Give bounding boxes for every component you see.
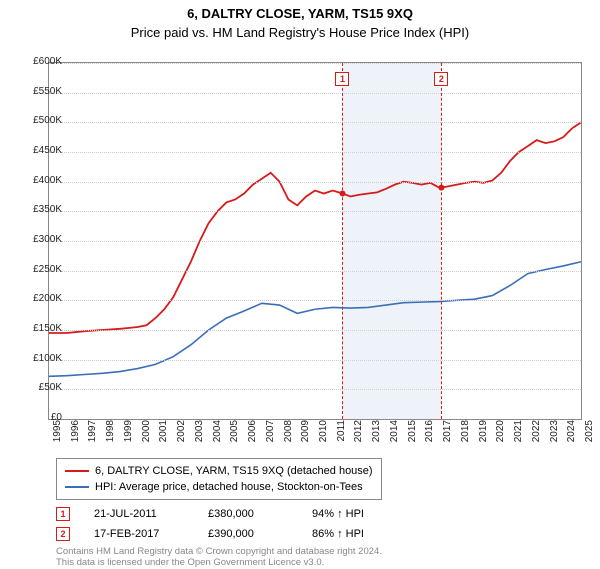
x-axis-label: 2017 xyxy=(442,420,453,450)
x-axis-label: 2004 xyxy=(212,420,223,450)
x-axis-label: 2025 xyxy=(584,420,595,450)
x-axis-label: 2007 xyxy=(265,420,276,450)
y-axis-label: £350K xyxy=(22,204,62,215)
sale-hpi-pct: 94% ↑ HPI xyxy=(312,504,364,524)
x-axis-label: 1997 xyxy=(87,420,98,450)
plot-area: 12 xyxy=(48,62,582,420)
chart-container: 6, DALTRY CLOSE, YARM, TS15 9XQ Price pa… xyxy=(0,6,600,566)
y-axis-label: £300K xyxy=(22,234,62,245)
x-axis-label: 2023 xyxy=(549,420,560,450)
y-axis-label: £100K xyxy=(22,353,62,364)
legend-swatch xyxy=(65,486,89,488)
sale-price: £390,000 xyxy=(208,524,288,544)
x-axis-label: 2000 xyxy=(141,420,152,450)
x-axis-label: 2001 xyxy=(158,420,169,450)
footer-text: Contains HM Land Registry data © Crown c… xyxy=(56,546,382,569)
legend-swatch xyxy=(65,470,89,472)
sale-marker-icon: 2 xyxy=(56,527,70,541)
x-axis-label: 2003 xyxy=(194,420,205,450)
sale-price: £380,000 xyxy=(208,504,288,524)
legend-label: 6, DALTRY CLOSE, YARM, TS15 9XQ (detache… xyxy=(95,463,373,479)
y-axis-label: £400K xyxy=(22,175,62,186)
legend-item: 6, DALTRY CLOSE, YARM, TS15 9XQ (detache… xyxy=(65,463,373,479)
x-axis-label: 2002 xyxy=(176,420,187,450)
footer-line-2: This data is licensed under the Open Gov… xyxy=(56,557,382,568)
sale-row: 2 17-FEB-2017 £390,000 86% ↑ HPI xyxy=(56,524,364,544)
sale-dashed-line xyxy=(441,63,442,419)
x-axis-label: 1998 xyxy=(105,420,116,450)
sale-dashed-line xyxy=(342,63,343,419)
y-axis-label: £600K xyxy=(22,56,62,67)
x-axis-label: 2010 xyxy=(318,420,329,450)
series-line xyxy=(49,122,581,333)
footer-line-1: Contains HM Land Registry data © Crown c… xyxy=(56,546,382,557)
legend-label: HPI: Average price, detached house, Stoc… xyxy=(95,479,363,495)
sale-row: 1 21-JUL-2011 £380,000 94% ↑ HPI xyxy=(56,504,364,524)
y-axis-label: £450K xyxy=(22,145,62,156)
x-axis-label: 2020 xyxy=(495,420,506,450)
y-axis-label: £550K xyxy=(22,86,62,97)
sale-marker-icon: 1 xyxy=(56,507,70,521)
x-axis-label: 2019 xyxy=(478,420,489,450)
x-axis-label: 2015 xyxy=(407,420,418,450)
x-axis-label: 1996 xyxy=(70,420,81,450)
x-axis-label: 2013 xyxy=(371,420,382,450)
x-axis-label: 2022 xyxy=(531,420,542,450)
legend: 6, DALTRY CLOSE, YARM, TS15 9XQ (detache… xyxy=(56,458,382,500)
y-axis-label: £50K xyxy=(22,382,62,393)
sale-date: 17-FEB-2017 xyxy=(94,524,184,544)
x-axis-label: 2016 xyxy=(424,420,435,450)
sales-table: 1 21-JUL-2011 £380,000 94% ↑ HPI 2 17-FEB-201… xyxy=(56,504,364,544)
y-axis-label: £200K xyxy=(22,293,62,304)
x-axis-label: 1995 xyxy=(52,420,63,450)
x-axis-label: 2024 xyxy=(566,420,577,450)
x-axis-label: 2006 xyxy=(247,420,258,450)
chart-subtitle: Price paid vs. HM Land Registry's House … xyxy=(0,25,600,40)
x-axis-label: 2011 xyxy=(336,420,347,450)
sale-marker-icon: 2 xyxy=(434,72,448,86)
sale-date: 21-JUL-2011 xyxy=(94,504,184,524)
x-axis-label: 2008 xyxy=(283,420,294,450)
legend-item: HPI: Average price, detached house, Stoc… xyxy=(65,479,373,495)
sale-marker-icon: 1 xyxy=(335,72,349,86)
x-axis-label: 2021 xyxy=(513,420,524,450)
x-axis-label: 2005 xyxy=(229,420,240,450)
x-axis-label: 2012 xyxy=(353,420,364,450)
x-axis-label: 2018 xyxy=(460,420,471,450)
sale-hpi-pct: 86% ↑ HPI xyxy=(312,524,364,544)
y-axis-label: £150K xyxy=(22,323,62,334)
y-axis-label: £250K xyxy=(22,264,62,275)
x-axis-label: 2009 xyxy=(300,420,311,450)
chart-title: 6, DALTRY CLOSE, YARM, TS15 9XQ xyxy=(0,6,600,21)
y-axis-label: £500K xyxy=(22,115,62,126)
x-axis-label: 1999 xyxy=(123,420,134,450)
x-axis-label: 2014 xyxy=(389,420,400,450)
